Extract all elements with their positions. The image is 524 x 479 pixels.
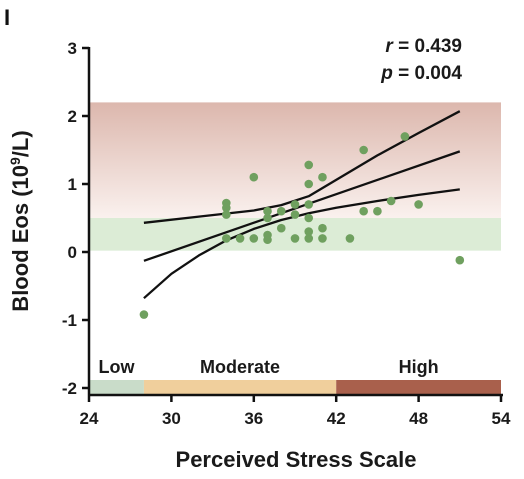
y-axis-title-suffix: /L) xyxy=(8,130,33,157)
y-tick-label: 3 xyxy=(68,39,77,58)
panel-label: I xyxy=(4,5,10,30)
p-value: = 0.004 xyxy=(393,63,463,84)
r-statistic: r = 0.439 xyxy=(385,36,462,57)
y-tick-label: -1 xyxy=(62,311,77,330)
y-tick-label: 2 xyxy=(68,107,77,126)
stress-band-moderate xyxy=(143,380,337,394)
stress-band-high xyxy=(336,380,501,394)
x-tick-label: 54 xyxy=(492,409,511,428)
data-point xyxy=(249,234,259,243)
stress-band-low xyxy=(89,380,144,394)
data-point xyxy=(455,255,465,265)
data-point xyxy=(139,310,149,319)
data-point xyxy=(414,200,423,209)
y-ticks: -2 -1 0 1 2 3 xyxy=(62,39,89,398)
y-tick-label: -2 xyxy=(62,379,77,398)
data-point xyxy=(276,223,286,233)
y-axis-title-prefix: Blood Eos (10 xyxy=(8,165,33,312)
x-ticks: 24 30 36 42 48 54 xyxy=(80,395,511,428)
data-point xyxy=(304,227,314,236)
regression-line xyxy=(143,150,461,262)
data-point xyxy=(290,210,300,219)
data-point xyxy=(386,196,396,206)
p-statistic: p = 0.004 xyxy=(380,63,462,84)
data-point xyxy=(345,234,355,243)
y-tick-label: 0 xyxy=(68,243,77,262)
data-point xyxy=(222,234,231,243)
data-point xyxy=(304,200,314,209)
data-points xyxy=(139,132,465,319)
data-point xyxy=(263,230,272,240)
data-point xyxy=(359,145,368,155)
stress-band-label-high: High xyxy=(399,357,439,377)
data-point xyxy=(318,172,327,182)
data-point xyxy=(235,234,245,243)
y-tick-label: 1 xyxy=(68,175,77,194)
r-value: = 0.439 xyxy=(393,36,462,57)
data-point xyxy=(290,200,300,209)
data-point xyxy=(304,213,314,223)
x-axis-title: Perceived Stress Scale xyxy=(176,447,417,472)
data-point xyxy=(400,132,410,141)
x-tick-label: 42 xyxy=(327,409,346,428)
shaded-regions xyxy=(89,102,501,251)
y-axis-title-sup: 9 xyxy=(7,157,23,165)
data-point xyxy=(304,234,314,243)
data-point xyxy=(290,234,300,243)
p-symbol: p xyxy=(380,63,393,84)
data-point xyxy=(263,213,272,223)
x-tick-label: 36 xyxy=(244,409,263,428)
data-point xyxy=(373,206,382,216)
data-point xyxy=(222,198,231,208)
data-point xyxy=(222,210,231,219)
stress-band-label-low: Low xyxy=(98,357,135,377)
stress-band-label-moderate: Moderate xyxy=(200,357,280,377)
data-point xyxy=(304,179,314,189)
x-tick-label: 30 xyxy=(162,409,181,428)
x-tick-label: 24 xyxy=(80,409,99,428)
data-point xyxy=(318,234,327,243)
data-point xyxy=(318,223,327,233)
data-point xyxy=(359,206,368,216)
y-axis-title: Blood Eos (109/L) xyxy=(7,130,33,311)
data-point xyxy=(276,206,286,216)
axes xyxy=(87,47,503,397)
x-tick-label: 48 xyxy=(409,409,428,428)
stress-bands: Low Moderate High xyxy=(89,357,501,394)
data-point xyxy=(263,206,272,216)
r-symbol: r xyxy=(385,36,394,57)
data-point xyxy=(249,172,259,182)
regression-line-group xyxy=(143,150,461,262)
data-point xyxy=(304,160,314,170)
